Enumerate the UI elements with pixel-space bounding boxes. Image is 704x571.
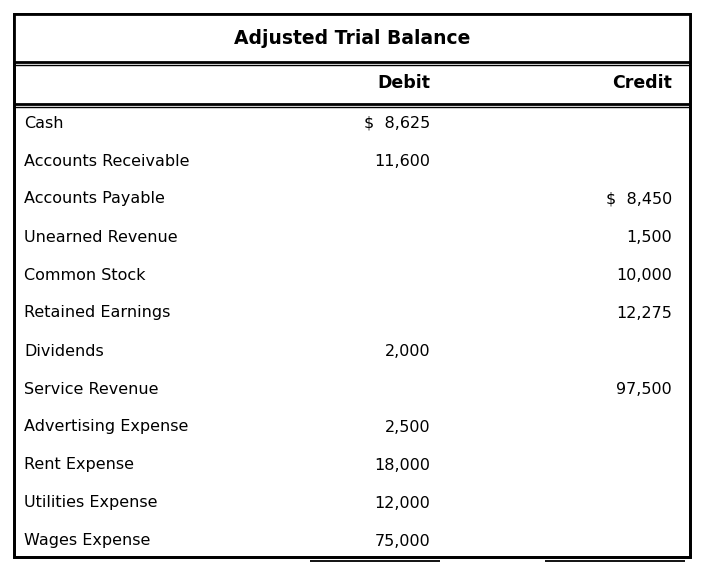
Text: 1,500: 1,500 (627, 230, 672, 244)
Text: 2,000: 2,000 (384, 344, 430, 359)
Text: Accounts Payable: Accounts Payable (24, 191, 165, 207)
Text: Common Stock: Common Stock (24, 267, 146, 283)
Text: Accounts Receivable: Accounts Receivable (24, 154, 189, 168)
Text: 75,000: 75,000 (375, 533, 430, 549)
Text: Dividends: Dividends (24, 344, 103, 359)
Text: Credit: Credit (612, 74, 672, 92)
Text: Unearned Revenue: Unearned Revenue (24, 230, 177, 244)
Text: 97,500: 97,500 (616, 381, 672, 396)
Text: $  8,450: $ 8,450 (605, 191, 672, 207)
Text: 11,600: 11,600 (374, 154, 430, 168)
Text: 18,000: 18,000 (374, 457, 430, 472)
Text: 10,000: 10,000 (616, 267, 672, 283)
Text: Rent Expense: Rent Expense (24, 457, 134, 472)
Text: Utilities Expense: Utilities Expense (24, 496, 158, 510)
Bar (14, 14, 690, 62)
Text: Cash: Cash (24, 115, 63, 131)
Text: 12,000: 12,000 (374, 496, 430, 510)
Text: Service Revenue: Service Revenue (24, 381, 158, 396)
Text: Wages Expense: Wages Expense (24, 533, 151, 549)
Text: $  8,625: $ 8,625 (364, 115, 430, 131)
Text: Debit: Debit (377, 74, 430, 92)
Text: Advertising Expense: Advertising Expense (24, 420, 189, 435)
Text: Adjusted Trial Balance: Adjusted Trial Balance (234, 29, 470, 47)
Text: 12,275: 12,275 (616, 305, 672, 320)
Text: Retained Earnings: Retained Earnings (24, 305, 170, 320)
Text: 2,500: 2,500 (384, 420, 430, 435)
